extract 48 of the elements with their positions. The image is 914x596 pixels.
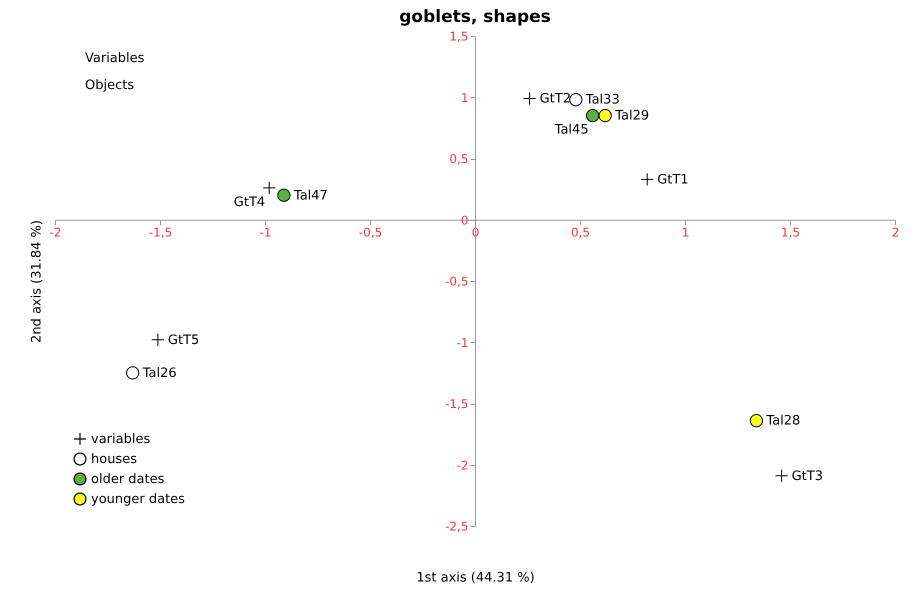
point <box>151 333 165 346</box>
x-tick-label: -1 <box>260 225 272 240</box>
x-tick-label: 2 <box>892 225 900 240</box>
point <box>277 188 291 202</box>
y-tick-label: 1,5 <box>449 30 468 44</box>
point <box>774 469 788 482</box>
legend-label: variables <box>91 432 150 447</box>
data-label: Tal26 <box>142 366 177 381</box>
point <box>750 414 764 428</box>
y-tick-label: -0,5 <box>445 274 468 288</box>
y-tick-label: 0,5 <box>449 152 468 166</box>
data-label: GtT1 <box>657 172 689 188</box>
data-label: GtT5 <box>168 332 200 348</box>
data-label: GtT3 <box>792 468 823 484</box>
annotation: Variables <box>85 51 145 66</box>
annotation: Objects <box>85 78 134 93</box>
y-tick-label: -1 <box>456 336 468 350</box>
x-tick-label: -0,5 <box>358 225 382 240</box>
point <box>598 109 612 122</box>
point <box>586 109 600 122</box>
data-label: GtT4 <box>234 194 266 210</box>
data-label: Tal45 <box>554 122 589 138</box>
data-label: Tal28 <box>765 414 800 429</box>
legend-label: older dates <box>91 472 165 487</box>
data-label: Tal33 <box>584 92 620 108</box>
legend-label: younger dates <box>91 492 186 507</box>
x-tick-label: -1,5 <box>148 225 172 240</box>
point <box>126 366 140 380</box>
chart-title: goblets, shapes <box>399 7 551 27</box>
y-axis-title: 2nd axis (31.84 %) <box>30 220 44 343</box>
legend-label: houses <box>91 452 138 467</box>
x-tick-label: 1 <box>682 225 690 240</box>
x-axis-title: 1st axis (44.31 %) <box>416 570 535 586</box>
data-label: Tal47 <box>292 188 328 204</box>
data-label: GtT2 <box>540 91 571 106</box>
x-tick-label: -2 <box>50 225 62 240</box>
point <box>522 92 536 106</box>
y-tick-label: 0 <box>460 213 468 228</box>
y-tick-label: -2 <box>456 458 468 472</box>
x-tick-label: 1,5 <box>780 225 800 240</box>
point <box>262 181 276 195</box>
y-tick-label: -1,5 <box>445 397 468 411</box>
data-label: Tal29 <box>614 108 650 124</box>
x-tick-label: 0,5 <box>570 225 590 240</box>
y-tick-label: 1 <box>460 90 468 105</box>
point <box>569 93 582 106</box>
point <box>640 172 654 186</box>
y-tick-label: -2,5 <box>445 520 468 534</box>
